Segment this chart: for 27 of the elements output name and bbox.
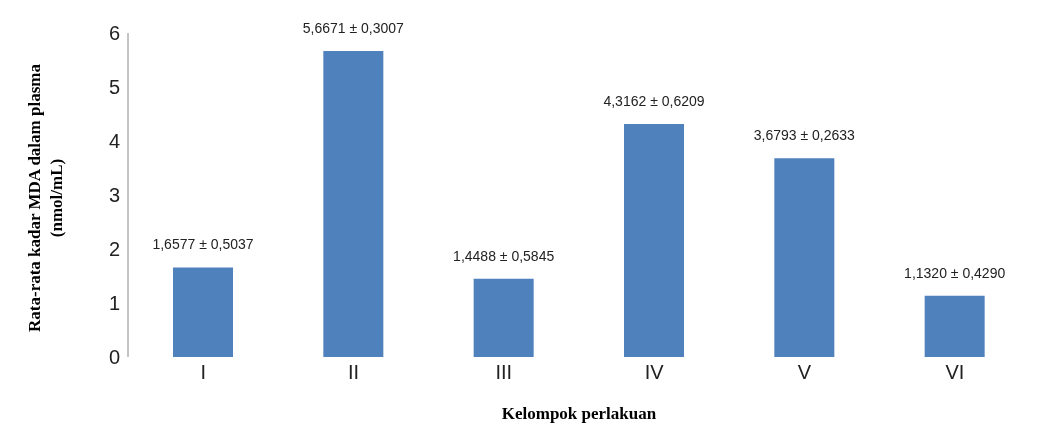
x-tick-label: II	[347, 361, 360, 384]
y-tick-label: 6	[108, 22, 120, 45]
bar	[473, 278, 534, 357]
x-tick-label: V	[797, 361, 812, 384]
y-tick-label: 1	[108, 292, 120, 315]
x-tick-label: III	[495, 361, 513, 384]
y-tick-label: 2	[108, 238, 120, 261]
data-label: 3,6793 ± 0,2633	[753, 127, 856, 144]
y-tick-label: 5	[108, 76, 120, 99]
y-tick-label: 4	[108, 130, 120, 153]
bar	[624, 123, 684, 357]
bar	[323, 50, 384, 357]
data-label: 1,1320 ± 0,4290	[904, 264, 1006, 281]
x-tick-label: I	[200, 361, 206, 384]
bar	[173, 267, 233, 357]
bar	[924, 295, 985, 357]
y-tick-label: 0	[108, 346, 120, 369]
data-label: 1,4488 ± 0,5845	[453, 247, 555, 264]
y-axis-title: Rata-rata kadar MDA dalam plasma (nmol/mL)	[24, 64, 67, 332]
y-tick-label: 3	[108, 184, 120, 207]
data-label: 4,3162 ± 0,6209	[603, 92, 705, 109]
x-tick-label: IV	[644, 361, 665, 384]
data-label: 5,6671 ± 0,3007	[302, 19, 405, 36]
x-axis-title: Kelompok perlakuan	[501, 404, 657, 423]
x-tick-label: VI	[945, 361, 965, 384]
bar	[774, 158, 835, 357]
data-label: 1,6577 ± 0,5037	[152, 236, 254, 253]
